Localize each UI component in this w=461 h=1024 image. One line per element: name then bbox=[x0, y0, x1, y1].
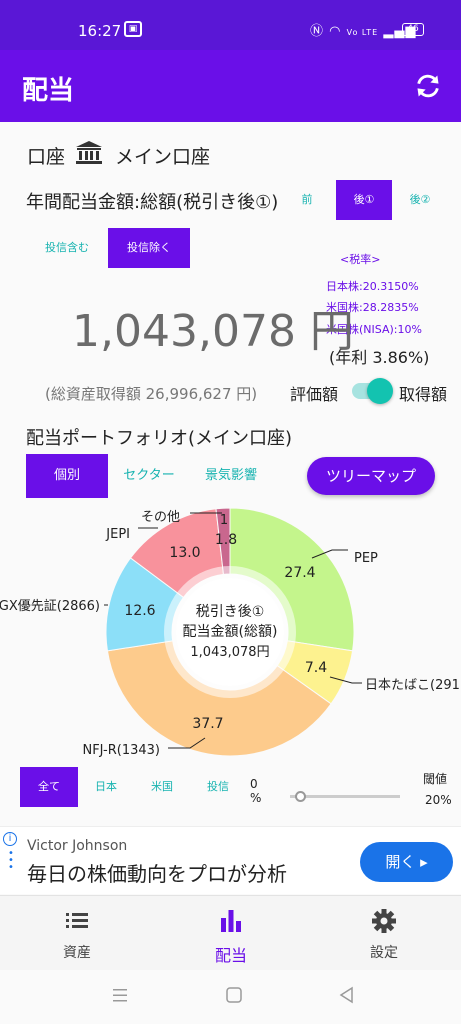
toggle-label-valuation: 評価額 bbox=[290, 385, 339, 404]
annual-amount: 1,043,078 円 bbox=[72, 306, 354, 357]
app-bar: 配当 bbox=[0, 50, 461, 122]
tax-before-button[interactable]: 前 bbox=[301, 193, 313, 206]
refresh-icon[interactable] bbox=[414, 72, 442, 100]
pie-inner-ring bbox=[164, 566, 296, 698]
battery-icon: 46 bbox=[402, 23, 424, 36]
pie-center-label: 配当金額(総額) bbox=[183, 624, 278, 640]
dividend-pie-chart[interactable]: 27.4 7.4 37.7 12.6 13.0 1.8 PEP 日本たばこ(291 NFJ-R(… bbox=[0, 500, 461, 765]
slider-min: 0% bbox=[250, 777, 262, 805]
pie-leader-line bbox=[329, 676, 362, 684]
ad-advertiser: Victor Johnson bbox=[27, 838, 128, 854]
pie-value-label: 7.4 bbox=[305, 660, 327, 676]
filter-all[interactable]: 全て bbox=[20, 767, 78, 807]
bank-icon bbox=[76, 141, 102, 164]
annual-dividend-title: 年間配当金額:総額(税引き後①) bbox=[26, 192, 279, 213]
tab-sector[interactable]: セクター bbox=[123, 468, 175, 483]
filter-japan[interactable]: 日本 bbox=[95, 780, 117, 793]
account-name[interactable]: メイン口座 bbox=[115, 146, 211, 168]
nav-label-assets: 資産 bbox=[63, 945, 91, 961]
system-navigation bbox=[0, 970, 461, 1024]
pie-name-label: NFJ-R(1343) bbox=[82, 743, 160, 758]
filter-us[interactable]: 米国 bbox=[151, 780, 173, 793]
volte-label: Vo LTE bbox=[346, 28, 379, 37]
pie-value-label: 13.0 bbox=[169, 545, 200, 561]
tax-rate-us-nisa: 米国株(NISA):10% bbox=[326, 323, 422, 336]
threshold-value: 20% bbox=[425, 793, 452, 807]
threshold-slider-knob[interactable] bbox=[295, 791, 306, 802]
ad-open-button[interactable]: 開く ▸ bbox=[360, 842, 453, 882]
wifi-icon: ◠ bbox=[329, 24, 342, 39]
ad-menu-icon[interactable]: • • • bbox=[8, 848, 14, 873]
back-icon[interactable] bbox=[338, 986, 356, 1004]
pie-center-label: 税引き後① bbox=[196, 604, 265, 620]
bar-chart-icon bbox=[221, 910, 241, 932]
tax-after1-button[interactable]: 後① bbox=[336, 180, 392, 220]
status-bar: 16:27 ▣ Ⓝ ◠ Vo LTE ▂▄▆ 46 bbox=[0, 0, 461, 50]
pie-name-label: PEP bbox=[354, 551, 378, 566]
exclude-funds-button[interactable]: 投信除く bbox=[108, 228, 190, 268]
threshold-slider[interactable] bbox=[290, 795, 400, 798]
nav-dividends[interactable]: 配当 bbox=[181, 908, 281, 966]
nav-label-dividends: 配当 bbox=[214, 946, 247, 965]
pie-center-label: 1,043,078円 bbox=[190, 645, 269, 660]
tax-rate-japan: 日本株:20.3150% bbox=[326, 280, 419, 293]
portfolio-title: 配当ポートフォリオ(メイン口座) bbox=[26, 428, 293, 449]
gear-icon bbox=[372, 909, 396, 933]
tax-rate-us: 米国株:28.2835% bbox=[326, 301, 419, 314]
pie-name-label: その他 bbox=[141, 510, 180, 525]
pie-name-label: JEPI bbox=[105, 527, 130, 542]
pie-name-label: GX優先証(2866) bbox=[0, 599, 100, 614]
pie-name-label: 日本たばこ(291 bbox=[365, 678, 460, 693]
notification-icon: ▣ bbox=[124, 21, 142, 37]
include-funds-button[interactable]: 投信含む bbox=[45, 241, 89, 254]
network-status: Ⓝ ◠ Vo LTE ▂▄▆ bbox=[310, 20, 416, 39]
tab-economy[interactable]: 景気影響 bbox=[204, 468, 257, 483]
nav-settings[interactable]: 設定 bbox=[334, 908, 434, 962]
pie-leader-line bbox=[311, 549, 348, 559]
home-icon[interactable] bbox=[225, 986, 243, 1004]
pie-value-label: 27.4 bbox=[284, 565, 315, 581]
pie-value-label: 1.8 bbox=[215, 532, 237, 548]
account-label: 口座 bbox=[27, 146, 66, 168]
valuation-toggle-knob[interactable] bbox=[367, 378, 393, 404]
ad-headline: 毎日の株価動向をプロが分析 bbox=[27, 862, 287, 886]
list-icon bbox=[66, 913, 88, 928]
ad-info-icon[interactable]: i bbox=[3, 832, 17, 846]
pie-value-label: 12.6 bbox=[124, 603, 155, 619]
pie-center bbox=[176, 578, 284, 686]
recent-apps-icon[interactable] bbox=[111, 986, 129, 1004]
nav-label-settings: 設定 bbox=[370, 945, 398, 961]
page-title: 配当 bbox=[22, 76, 75, 106]
threshold-label: 閾値 bbox=[423, 772, 448, 786]
annual-yield: (年利 3.86%) bbox=[329, 348, 430, 367]
pie-value-label: 37.7 bbox=[192, 716, 223, 732]
toggle-label-cost: 取得額 bbox=[399, 385, 448, 404]
bottom-navigation: 資産 配当 設定 bbox=[0, 895, 461, 970]
nfc-icon: Ⓝ bbox=[310, 24, 325, 39]
pie-leader-line bbox=[168, 737, 206, 749]
tab-individual[interactable]: 個別 bbox=[26, 454, 108, 498]
status-time: 16:27 bbox=[78, 22, 122, 40]
tax-after2-button[interactable]: 後② bbox=[409, 193, 431, 206]
total-cost: (総資産取得額 26,996,627 円) bbox=[45, 385, 258, 403]
filter-funds[interactable]: 投信 bbox=[207, 780, 229, 793]
treemap-button[interactable]: ツリーマップ bbox=[307, 457, 435, 495]
nav-assets[interactable]: 資産 bbox=[27, 908, 127, 962]
pie-extra-label: 1 bbox=[220, 513, 228, 528]
tax-rate-title: <税率> bbox=[340, 253, 381, 266]
